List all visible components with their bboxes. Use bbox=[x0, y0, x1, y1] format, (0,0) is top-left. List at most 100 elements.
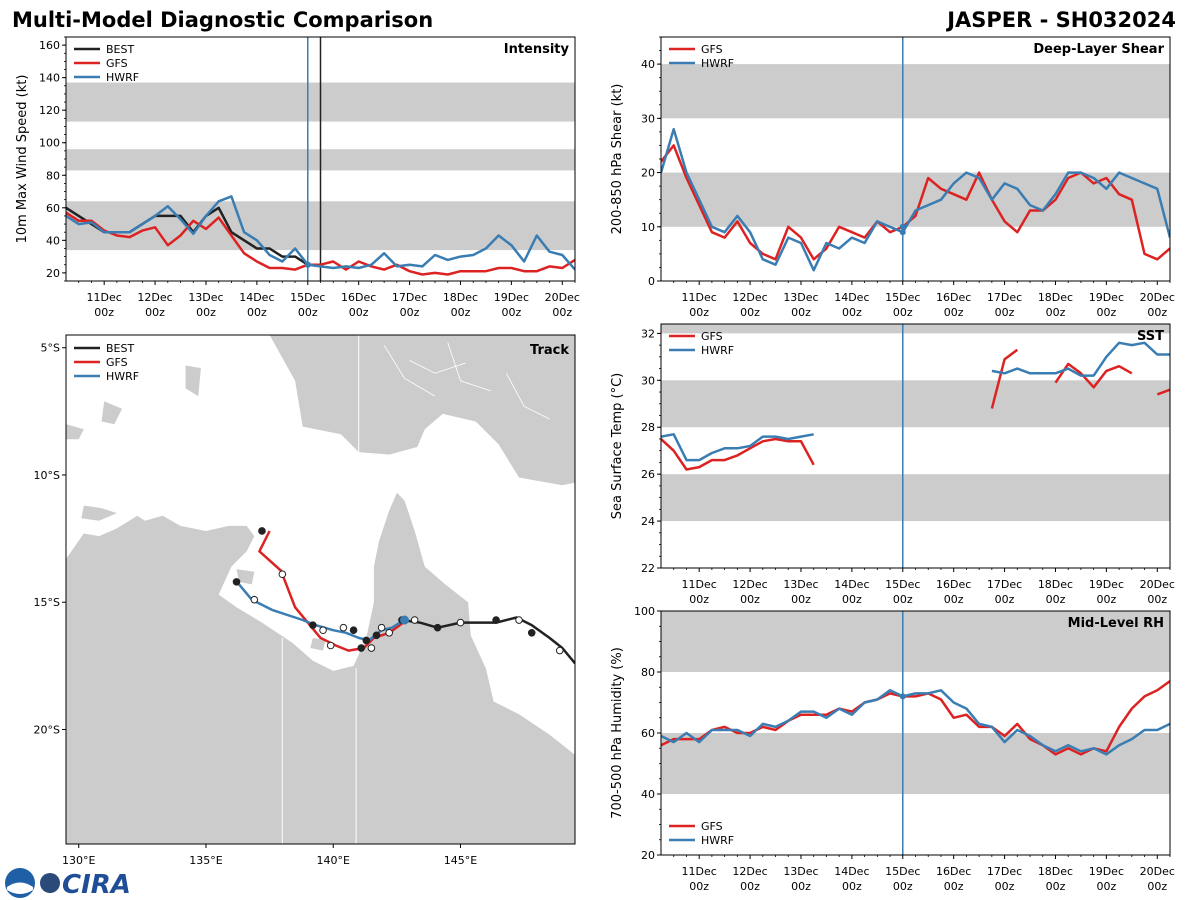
track-point-hwrf-3 bbox=[339, 623, 348, 632]
sst-xtick-hour-6: 00z bbox=[995, 593, 1015, 606]
australia-land bbox=[66, 492, 575, 844]
sst-xtick-day-7: 18Dec bbox=[1038, 578, 1073, 591]
track-xtick-label-0: 130°E bbox=[62, 854, 95, 867]
track-point-hwrf-0 bbox=[377, 623, 386, 632]
shear-series-gfs bbox=[661, 144, 1170, 261]
intensity-xtick-hour-6: 00z bbox=[400, 306, 420, 319]
track-point-gfs-6 bbox=[258, 527, 266, 535]
rh-xtick-hour-2: 00z bbox=[791, 880, 811, 893]
track-point-hwrf-6 bbox=[250, 595, 259, 604]
intensity-xtick-hour-1: 00z bbox=[145, 306, 165, 319]
track-point-hwrf-4 bbox=[319, 626, 327, 635]
rh-xtick-hour-6: 00z bbox=[995, 880, 1015, 893]
track-point-gfs-2 bbox=[357, 644, 366, 652]
shear-xtick-day-7: 18Dec bbox=[1038, 291, 1073, 304]
rh-series-hwrf bbox=[661, 689, 1170, 756]
rh-band-0 bbox=[661, 733, 1170, 794]
intensity-series-gfs bbox=[66, 211, 575, 276]
sst-series-hwrf-seg-1 bbox=[991, 341, 1170, 377]
sst-ytick-label-2: 26 bbox=[641, 468, 655, 481]
legend-label-gfs: GFS bbox=[701, 330, 723, 343]
intensity-ytick-label-0: 20 bbox=[46, 267, 60, 280]
intensity-series-hwrf bbox=[66, 195, 575, 271]
intensity-ytick-label-5: 120 bbox=[39, 104, 60, 117]
rh-xtick-day-3: 14Dec bbox=[834, 865, 869, 878]
track-frame bbox=[65, 334, 576, 845]
intensity-ytick-label-6: 140 bbox=[39, 72, 60, 85]
rh-xtick-day-4: 15Dec bbox=[885, 865, 920, 878]
intensity-xtick-hour-3: 00z bbox=[247, 306, 267, 319]
rh-xtick-day-5: 16Dec bbox=[936, 865, 971, 878]
intensity-xtick-hour-7: 00z bbox=[451, 306, 471, 319]
intensity-xtick-hour-5: 00z bbox=[349, 306, 369, 319]
sst-ytick-label-5: 32 bbox=[641, 327, 655, 340]
track-panel-title: Track bbox=[530, 343, 569, 358]
island-3 bbox=[236, 569, 255, 585]
sst-ylabel: Sea Surface Temp (°C) bbox=[610, 373, 625, 520]
track-point-best-6 bbox=[410, 616, 419, 624]
shear-xtick-hour-3: 00z bbox=[842, 306, 862, 319]
province-border-1 bbox=[447, 342, 492, 392]
sst-series-gfs-seg-2 bbox=[1054, 362, 1133, 389]
rh-ytick-label-0: 20 bbox=[641, 849, 655, 862]
sst-xtick-day-6: 17Dec bbox=[987, 578, 1022, 591]
intensity-ytick-label-3: 80 bbox=[46, 169, 60, 182]
shear-ytick-label-4: 40 bbox=[641, 58, 655, 71]
rh-xtick-day-2: 13Dec bbox=[783, 865, 818, 878]
track-point-best-3 bbox=[492, 616, 500, 624]
intensity-ytick-label-4: 100 bbox=[39, 137, 60, 150]
shear-band-1 bbox=[661, 64, 1170, 119]
shear-plot-area bbox=[661, 37, 1170, 281]
track-point-hwrf-5 bbox=[309, 621, 317, 629]
shear-xtick-day-0: 11Dec bbox=[682, 291, 717, 304]
track-ytick-label-2: 15°S bbox=[34, 596, 60, 609]
rh-xtick-day-8: 19Dec bbox=[1089, 865, 1124, 878]
shear-xtick-day-3: 14Dec bbox=[834, 291, 869, 304]
intensity-xtick-day-1: 12Dec bbox=[137, 291, 172, 304]
sst-series-gfs-seg-0 bbox=[661, 437, 815, 471]
sst-xtick-day-3: 14Dec bbox=[834, 578, 869, 591]
legend-label-gfs: GFS bbox=[106, 356, 128, 369]
intensity-xtick-hour-8: 00z bbox=[501, 306, 521, 319]
shear-ytick-label-2: 20 bbox=[641, 167, 655, 180]
province-border-3 bbox=[383, 344, 436, 397]
track-point-best-1 bbox=[527, 628, 536, 637]
intensity-ytick-label-2: 60 bbox=[46, 202, 60, 215]
rh-marker-hwrf bbox=[899, 693, 906, 700]
track-panel: 130°E 135°E 140°E 145°E 5°S 10°S 15°S 20°S Track… bbox=[34, 334, 576, 867]
intensity-xtick-day-3: 14Dec bbox=[239, 291, 274, 304]
rh-xtick-day-7: 18Dec bbox=[1038, 865, 1073, 878]
legend-label-hwrf: HWRF bbox=[701, 344, 734, 357]
track-point-gfs-3 bbox=[367, 644, 376, 652]
sst-xtick-hour-3: 00z bbox=[842, 593, 862, 606]
rh-xtick-hour-3: 00z bbox=[842, 880, 862, 893]
sst-xtick-hour-8: 00z bbox=[1096, 593, 1116, 606]
shear-xtick-hour-2: 00z bbox=[791, 306, 811, 319]
sst-band-0 bbox=[661, 474, 1170, 522]
shear-xtick-day-8: 19Dec bbox=[1089, 291, 1124, 304]
intensity-xtick-hour-2: 00z bbox=[196, 306, 216, 319]
rh-ytick-label-3: 80 bbox=[641, 666, 655, 679]
shear-xtick-day-9: 20Dec bbox=[1140, 291, 1175, 304]
title-left: Multi-Model Diagnostic Comparison bbox=[12, 8, 433, 32]
track-point-best-2 bbox=[515, 616, 523, 624]
intensity-ytick-label-1: 40 bbox=[46, 234, 60, 247]
shear-xtick-hour-9: 00z bbox=[1147, 306, 1167, 319]
rh-plot-area bbox=[661, 611, 1170, 855]
legend-label-best: BEST bbox=[106, 342, 134, 355]
intensity-panel-title: Intensity bbox=[504, 42, 570, 57]
sst-xtick-day-5: 16Dec bbox=[936, 578, 971, 591]
track-point-best-4 bbox=[456, 618, 465, 627]
sst-xtick-hour-2: 00z bbox=[791, 593, 811, 606]
rh-xtick-hour-9: 00z bbox=[1147, 880, 1167, 893]
rh-ytick-label-2: 60 bbox=[641, 727, 655, 740]
sst-xtick-hour-1: 00z bbox=[740, 593, 760, 606]
shear-band-0 bbox=[661, 172, 1170, 227]
rh-xtick-hour-0: 00z bbox=[689, 880, 709, 893]
island-2 bbox=[81, 505, 117, 521]
sst-frame bbox=[660, 323, 1171, 569]
shear-xtick-day-2: 13Dec bbox=[783, 291, 818, 304]
rh-ytick-label-4: 100 bbox=[634, 605, 655, 618]
shear-ytick-label-3: 30 bbox=[641, 112, 655, 125]
track-point-hwrf-7 bbox=[232, 578, 241, 586]
